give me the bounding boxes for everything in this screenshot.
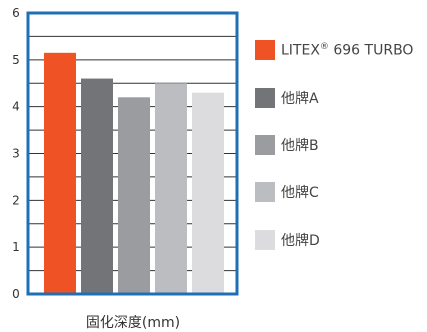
y-tick-label: 0: [12, 287, 20, 301]
y-tick-label: 5: [12, 53, 20, 67]
y-tick-label: 3: [12, 147, 20, 161]
x-axis-label: 固化深度(mm): [85, 315, 181, 331]
bar: [81, 78, 113, 294]
registered-mark: ®: [319, 41, 329, 52]
legend-swatch: [255, 135, 275, 155]
legend-swatch: [255, 40, 275, 60]
bars: [44, 52, 224, 294]
legend-item: 他牌C: [255, 181, 319, 203]
bar: [155, 83, 187, 294]
bar: [118, 97, 150, 294]
plot-frame: [26, 11, 239, 296]
bar: [192, 92, 224, 294]
legend-swatch: [255, 88, 275, 108]
y-tick-label: 2: [12, 193, 20, 207]
y-tick-label: 6: [12, 6, 20, 20]
legend-item: 他牌B: [255, 134, 319, 156]
legend-label: 他牌C: [281, 185, 319, 201]
legend-item: 他牌A: [255, 87, 319, 109]
y-tick-label: 1: [12, 240, 20, 254]
legend-swatch: [255, 230, 275, 250]
legend-label: 他牌B: [281, 138, 319, 154]
y-tick-label: 4: [12, 100, 20, 114]
legend-item: LITEX® 696 TURBO: [255, 39, 413, 61]
bar: [44, 52, 76, 294]
legend-label: LITEX® 696 TURBO: [281, 41, 414, 59]
legend-label: 他牌A: [281, 91, 319, 107]
legend-item: 他牌D: [255, 229, 320, 251]
legend-label: 他牌D: [281, 233, 320, 249]
legend-swatch: [255, 182, 275, 202]
y-axis-ticks: 0 1 2 3 4 5 6: [12, 6, 20, 301]
